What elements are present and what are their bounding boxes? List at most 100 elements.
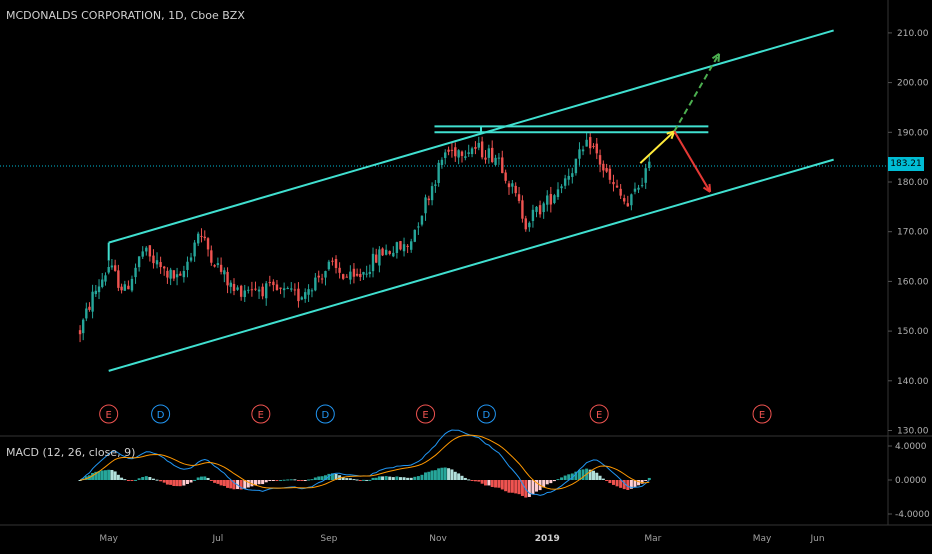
candle-body bbox=[567, 175, 570, 180]
macd-histogram-bar bbox=[371, 477, 375, 480]
macd-histogram-bar bbox=[497, 480, 501, 488]
macd-histogram-bar bbox=[470, 480, 474, 481]
projection-arrow-red-head-a bbox=[702, 186, 711, 193]
macd-histogram-bar bbox=[84, 476, 88, 480]
candle-body bbox=[511, 183, 514, 187]
macd-histogram-bar bbox=[130, 480, 134, 481]
macd-histogram-bar bbox=[443, 467, 447, 480]
macd-histogram-bar bbox=[175, 480, 179, 487]
earnings-event-marker bbox=[589, 404, 609, 424]
macd-histogram-bar bbox=[477, 480, 481, 482]
candle-body bbox=[474, 147, 477, 149]
macd-histogram-bar bbox=[243, 480, 247, 489]
macd-histogram-bar bbox=[574, 471, 578, 480]
candle-body bbox=[430, 186, 434, 201]
candle-body bbox=[265, 283, 268, 299]
current-price-tag: 183.21 bbox=[888, 157, 924, 171]
candle-body bbox=[524, 218, 527, 230]
candle-body bbox=[504, 172, 507, 181]
macd-histogram-bar bbox=[185, 480, 189, 484]
candle-body bbox=[94, 290, 98, 295]
candle-body bbox=[104, 275, 107, 282]
candle-body bbox=[232, 283, 236, 291]
macd-histogram-bar bbox=[293, 479, 297, 481]
candle-body bbox=[236, 287, 239, 290]
candle-body bbox=[175, 274, 179, 278]
channel-upper-line bbox=[108, 29, 834, 244]
macd-histogram-bar bbox=[78, 480, 82, 481]
candle-body bbox=[254, 288, 257, 290]
macd-histogram-bar bbox=[165, 480, 169, 485]
candle-body bbox=[210, 250, 213, 263]
dividend-event-marker bbox=[151, 404, 171, 424]
macd-histogram-bar bbox=[358, 480, 362, 481]
macd-histogram-bar bbox=[330, 473, 334, 480]
candle-body bbox=[314, 277, 317, 291]
candle-body bbox=[275, 284, 279, 291]
time-tick-label: Jun bbox=[810, 534, 825, 544]
candle-body bbox=[101, 279, 104, 287]
candle-body bbox=[300, 297, 304, 300]
macd-histogram-bar bbox=[199, 476, 203, 480]
macd-histogram-bar bbox=[416, 476, 420, 480]
macd-histogram-bar bbox=[300, 480, 304, 481]
candle-body bbox=[549, 194, 553, 205]
candle-body bbox=[507, 183, 511, 188]
earnings-event-marker bbox=[752, 404, 772, 424]
macd-histogram-bar bbox=[148, 477, 152, 480]
macd-histogram-bar bbox=[377, 476, 381, 480]
macd-histogram-bar bbox=[453, 471, 457, 480]
earnings-event-marker bbox=[99, 404, 119, 424]
event-marker-label: D bbox=[483, 410, 491, 421]
macd-histogram-bar bbox=[517, 480, 521, 495]
candle-body bbox=[402, 244, 406, 252]
candle-body bbox=[117, 270, 120, 288]
candle-body bbox=[517, 194, 521, 201]
candle-body bbox=[78, 330, 82, 335]
projection-arrow-red-head-b bbox=[708, 183, 712, 193]
macd-histogram-bar bbox=[615, 480, 619, 487]
macd-histogram-bar bbox=[601, 478, 605, 480]
macd-histogram-bar bbox=[398, 477, 402, 480]
candle-body bbox=[362, 272, 365, 275]
candle-body bbox=[200, 235, 203, 237]
candle-body bbox=[193, 242, 196, 257]
macd-histogram-bar bbox=[637, 480, 641, 486]
macd-histogram-bar bbox=[463, 477, 467, 480]
macd-histogram-bar bbox=[282, 479, 286, 481]
event-marker-label: E bbox=[759, 410, 765, 421]
macd-histogram-bar bbox=[577, 469, 581, 480]
candle-body bbox=[162, 266, 166, 269]
macd-histogram-bar bbox=[420, 474, 424, 480]
candle-body bbox=[113, 265, 117, 271]
macd-histogram-bar bbox=[219, 480, 223, 486]
candle-body bbox=[186, 261, 189, 270]
candle-body bbox=[243, 290, 246, 298]
event-marker-label: E bbox=[258, 410, 264, 421]
macd-histogram-bar bbox=[626, 480, 630, 491]
candle-body bbox=[179, 273, 182, 276]
macd-histogram-bar bbox=[100, 470, 104, 480]
macd-histogram-bar bbox=[361, 479, 365, 481]
time-tick-label: May bbox=[753, 534, 772, 544]
macd-histogram-bar bbox=[97, 471, 101, 480]
time-tick-label: Mar bbox=[644, 534, 661, 544]
macd-histogram-bar bbox=[310, 479, 314, 481]
candle-body bbox=[399, 241, 402, 250]
macd-histogram-bar bbox=[182, 480, 186, 486]
macd-histogram-bar bbox=[348, 478, 352, 480]
candle-body bbox=[368, 271, 372, 274]
candle-body bbox=[166, 270, 169, 278]
macd-histogram-bar bbox=[622, 480, 626, 490]
macd-histogram-bar bbox=[345, 478, 349, 480]
macd-histogram-bar bbox=[450, 469, 454, 480]
candle-body bbox=[279, 287, 282, 289]
candle-body bbox=[574, 158, 578, 174]
macd-histogram-bar bbox=[196, 477, 200, 480]
candle-body bbox=[120, 286, 123, 291]
macd-histogram-bar bbox=[120, 477, 124, 480]
macd-histogram-bar bbox=[514, 480, 518, 494]
macd-histogram-bar bbox=[483, 480, 487, 486]
candle-body bbox=[538, 205, 542, 215]
